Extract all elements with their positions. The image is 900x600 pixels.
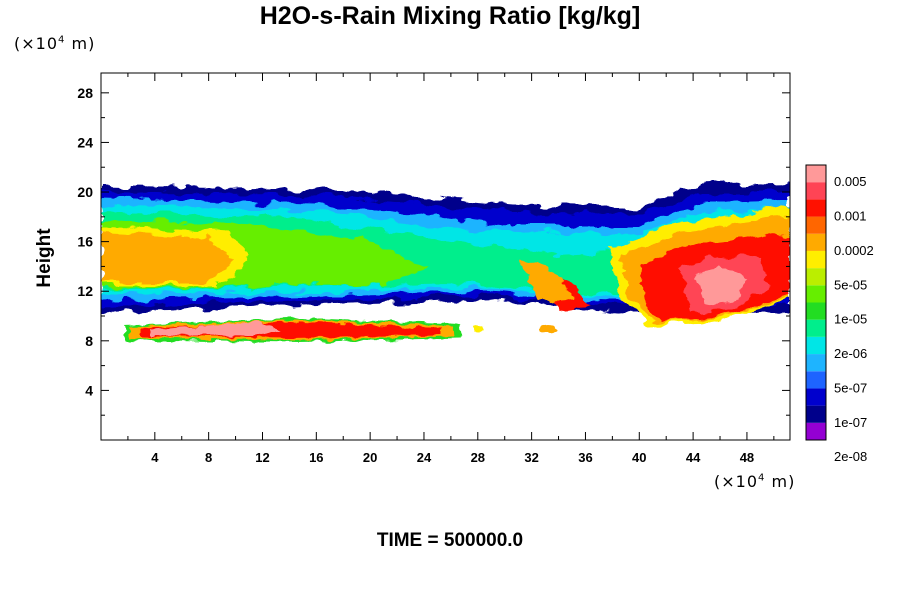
colorbar-label: 5e-07 (834, 380, 867, 395)
y-tick-label: 20 (77, 184, 93, 200)
lower-blob-1 (472, 324, 484, 332)
lower-blob-2 (540, 325, 556, 333)
colorbar-swatch (806, 250, 826, 269)
x-tick-label: 32 (524, 450, 538, 465)
colorbar-label: 1e-07 (834, 415, 867, 430)
right-lightpink (695, 268, 745, 305)
left-orange (101, 232, 235, 282)
colorbar-swatch (806, 199, 826, 217)
colorbar-label: 0.001 (834, 209, 867, 224)
colorbar-swatch (806, 302, 826, 320)
colorbar-label: 0.0002 (834, 243, 874, 258)
colorbar-label: 2e-08 (834, 449, 867, 464)
chart-title: H2O-s-Rain Mixing Ratio [kg/kg] (259, 2, 641, 30)
colorbar-swatch (806, 216, 826, 234)
y-axis-title: Height (34, 228, 55, 288)
colorbar-label: 5e-05 (834, 277, 867, 292)
lower-band-pink (150, 322, 280, 336)
colorbar: 0.005 0.001 0.0002 5e-05 1e-05 2e-06 5e-07 1e-0… (805, 164, 874, 464)
colorbar-label: 2e-06 (834, 346, 867, 361)
colorbar-swatch (806, 268, 826, 286)
x-tick-label: 12 (255, 450, 269, 465)
colorbar-swatch (806, 354, 826, 372)
colorbar-label: 0.005 (834, 174, 867, 189)
y-tick-label: 4 (85, 382, 93, 398)
colorbar-swatch (806, 165, 826, 183)
x-tick-label: 40 (632, 450, 646, 465)
y-axis-unit: (×104 m) (14, 34, 96, 53)
colorbar-swatch (806, 422, 826, 440)
plot-frame (100, 72, 791, 441)
x-tick-label: 4 (151, 450, 159, 465)
colorbar-swatch (806, 182, 826, 200)
time-label: TIME = 500000.0 (376, 530, 524, 551)
heatmap-field (101, 182, 790, 342)
x-tick-label: 36 (578, 450, 592, 465)
x-tick-label: 16 (309, 450, 323, 465)
colorbar-swatch (806, 233, 826, 251)
y-tick-label: 8 (85, 333, 93, 349)
x-tick-label: 44 (686, 450, 701, 465)
x-tick-label: 28 (471, 450, 485, 465)
x-tick-label: 8 (205, 450, 212, 465)
x-tick-label: 24 (417, 450, 432, 465)
x-tick-label: 20 (363, 450, 377, 465)
mid-orange-blob (520, 260, 575, 302)
x-axis-unit: (×104 m) (714, 472, 796, 491)
y-tick-label: 12 (77, 283, 93, 299)
colorbar-swatch (806, 405, 826, 423)
y-tick-label: 28 (77, 85, 93, 101)
colorbar-frame (805, 164, 827, 441)
colorbar-swatch (806, 336, 826, 355)
colorbar-swatch (806, 319, 826, 337)
colorbar-swatch (806, 285, 826, 303)
colorbar-label: 1e-05 (834, 312, 867, 327)
colorbar-swatch (806, 371, 826, 389)
x-tick-label: 48 (740, 450, 754, 465)
y-tick-label: 16 (77, 234, 93, 250)
colorbar-swatch (806, 388, 826, 406)
y-tick-label: 24 (77, 134, 93, 150)
